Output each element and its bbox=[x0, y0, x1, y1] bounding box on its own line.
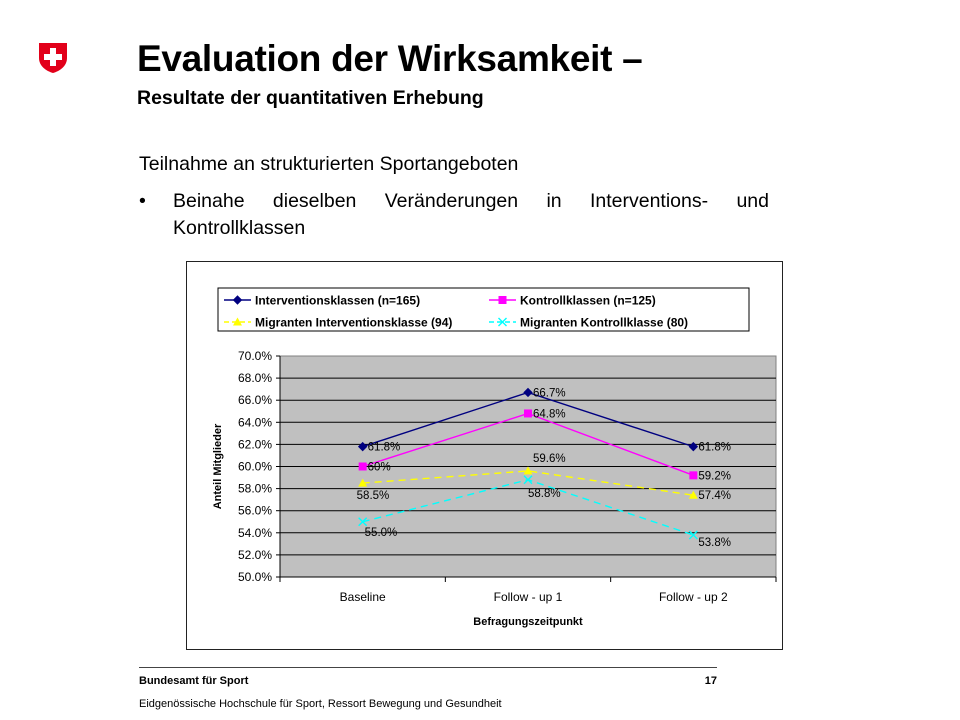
data-label: 64.8% bbox=[533, 408, 566, 420]
data-point bbox=[358, 478, 368, 487]
data-point bbox=[688, 441, 699, 452]
data-point bbox=[688, 530, 698, 540]
y-axis-title: Anteil Mitglieder bbox=[212, 423, 224, 509]
data-label: 66.7% bbox=[533, 387, 566, 399]
section-heading: Teilnahme an strukturierten Sportangebot… bbox=[139, 153, 519, 175]
legend-label: Migranten Interventionsklasse (94) bbox=[255, 316, 452, 330]
data-label: 60% bbox=[368, 462, 391, 474]
x-axis-title: Befragungszeitpunkt bbox=[473, 616, 583, 628]
legend-marker bbox=[233, 317, 242, 326]
legend-marker bbox=[498, 296, 507, 304]
y-tick-label: 54.0% bbox=[238, 526, 272, 540]
data-point bbox=[523, 466, 533, 475]
data-point bbox=[689, 471, 698, 480]
legend-marker bbox=[232, 295, 243, 305]
data-point bbox=[524, 409, 532, 418]
y-tick-label: 70.0% bbox=[238, 349, 272, 363]
swiss-cross-shield-icon bbox=[39, 43, 67, 73]
data-label: 61.8% bbox=[698, 442, 731, 454]
legend-box bbox=[217, 287, 750, 332]
page-subtitle: Resultate der quantitativen Erhebung bbox=[137, 87, 484, 109]
line-chart: 50.0% 52.0% 54.0% 56.0% 58.0% 60.0% 62.0% 64.0%… bbox=[212, 287, 777, 628]
data-point bbox=[358, 517, 368, 527]
y-tick-label: 58.0% bbox=[238, 482, 272, 496]
y-tick-label: 60.0% bbox=[238, 460, 272, 474]
data-label: 58.5% bbox=[357, 490, 390, 502]
legend-label: Interventionsklassen (n=165) bbox=[255, 294, 420, 308]
x-tick-label: Follow - up 2 bbox=[659, 590, 728, 604]
y-tick-label: 56.0% bbox=[238, 504, 272, 518]
data-point bbox=[688, 490, 698, 499]
y-tick-label: 62.0% bbox=[238, 437, 272, 451]
data-point bbox=[523, 387, 533, 398]
series-3: 58.5% 59.6% 57.4% bbox=[357, 453, 731, 502]
x-tick-label: Follow - up 1 bbox=[494, 590, 563, 604]
page-number: 17 bbox=[704, 675, 717, 687]
data-label: 58.8% bbox=[528, 488, 561, 500]
y-tick-label: 50.0% bbox=[238, 570, 272, 584]
bullet-text: Beinahe dieselben Veränderungen in Inter… bbox=[173, 190, 769, 239]
data-label: 59.2% bbox=[698, 470, 731, 482]
chart-container: 50.0% 52.0% 54.0% 56.0% 58.0% 60.0% 62.0% 64.0%… bbox=[186, 261, 783, 650]
bullet-dot: • bbox=[139, 190, 146, 212]
footer-subline: Eidgenössische Hochschule für Sport, Res… bbox=[139, 698, 502, 710]
series-2: 60% 64.8% 59.2% bbox=[358, 408, 731, 482]
y-tick-label: 64.0% bbox=[238, 415, 272, 429]
series-4: 55.0% 58.8% 53.8% bbox=[358, 475, 731, 549]
y-tick-label: 66.0% bbox=[238, 393, 272, 407]
data-label: 55.0% bbox=[365, 527, 398, 539]
y-tick-label: 68.0% bbox=[238, 371, 272, 385]
footer-divider bbox=[139, 667, 717, 668]
data-point bbox=[523, 475, 533, 485]
legend-marker bbox=[498, 317, 507, 327]
data-point bbox=[358, 462, 367, 471]
x-tick-label: Baseline bbox=[340, 590, 386, 604]
legend-label: Kontrollklassen (n=125) bbox=[520, 294, 656, 308]
data-label: 61.8% bbox=[368, 442, 401, 454]
series-line bbox=[362, 470, 694, 496]
page-title: Evaluation der Wirksamkeit – bbox=[137, 38, 643, 79]
data-point bbox=[357, 441, 368, 452]
data-label: 59.6% bbox=[533, 453, 566, 465]
y-tick-label: 52.0% bbox=[238, 548, 272, 562]
legend: Interventionsklassen (n=165) Kontrollklas… bbox=[217, 287, 750, 332]
legend-label: Migranten Kontrollklasse (80) bbox=[520, 316, 688, 330]
data-label: 57.4% bbox=[698, 490, 731, 502]
data-label: 53.8% bbox=[698, 537, 731, 549]
series-1: 61.8% 66.7% 61.8% bbox=[357, 387, 731, 454]
footer-organization: Bundesamt für Sport bbox=[139, 675, 249, 687]
